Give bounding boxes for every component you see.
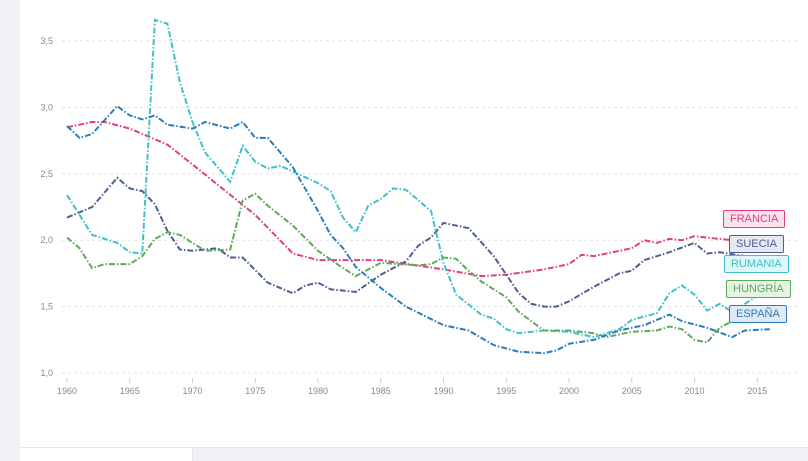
series-line-suecia[interactable]: [66, 176, 745, 308]
x-tick-label: 2010: [684, 386, 704, 396]
footer-tab[interactable]: [20, 448, 193, 461]
y-tick-label: 2,5: [40, 169, 53, 179]
series-line-españa[interactable]: [66, 104, 770, 355]
y-tick-label: 1,0: [40, 368, 53, 378]
x-tick-label: 1985: [371, 386, 391, 396]
series-label-francia[interactable]: FRANCIA: [723, 210, 786, 228]
series-line-rumania[interactable]: [66, 18, 758, 339]
x-tick-label: 2000: [559, 386, 579, 396]
x-tick-label: 2015: [747, 386, 767, 396]
x-tick-label: 1960: [57, 386, 77, 396]
x-tick-label: 1995: [496, 386, 516, 396]
series-label-suecia[interactable]: SUECIA: [729, 235, 784, 253]
y-tick-label: 2,0: [40, 235, 53, 245]
series-label-rumania[interactable]: RUMANIA: [724, 255, 789, 273]
x-tick-label: 2005: [622, 386, 642, 396]
y-tick-label: 3,0: [40, 102, 53, 112]
x-tick-label: 1970: [182, 386, 202, 396]
x-tick-label: 1990: [433, 386, 453, 396]
y-tick-label: 1,5: [40, 302, 53, 312]
series-line-francia[interactable]: [66, 121, 745, 278]
x-tick-label: 1975: [245, 386, 265, 396]
series-label-hungría[interactable]: HUNGRÍA: [726, 280, 791, 298]
x-tick-label: 1965: [120, 386, 140, 396]
series-label-españa[interactable]: ESPAÑA: [729, 305, 787, 323]
y-tick-label: 3,5: [40, 36, 53, 46]
series-line-hungría[interactable]: [66, 192, 746, 344]
x-tick-label: 1980: [308, 386, 328, 396]
